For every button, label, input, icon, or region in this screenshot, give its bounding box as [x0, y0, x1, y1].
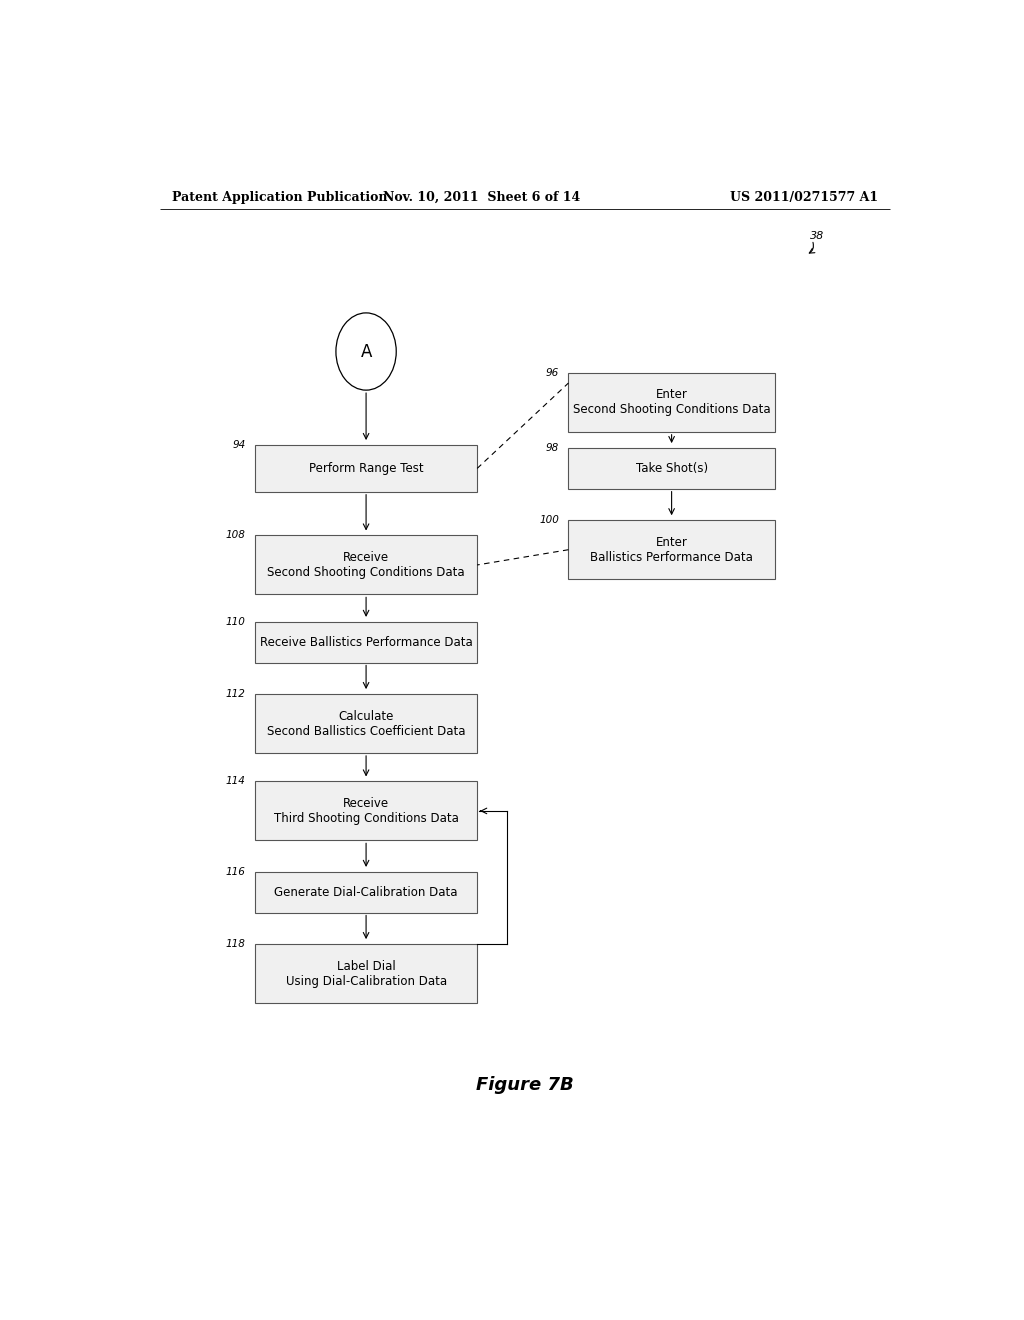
Bar: [255, 622, 477, 663]
Text: 118: 118: [225, 939, 246, 949]
Bar: [255, 445, 477, 492]
Text: Nov. 10, 2011  Sheet 6 of 14: Nov. 10, 2011 Sheet 6 of 14: [383, 190, 580, 203]
Text: 108: 108: [225, 531, 246, 540]
Text: US 2011/0271577 A1: US 2011/0271577 A1: [730, 190, 878, 203]
Bar: [255, 536, 477, 594]
Text: 114: 114: [225, 776, 246, 787]
Text: 96: 96: [546, 368, 559, 378]
Text: Patent Application Publication: Patent Application Publication: [172, 190, 387, 203]
Text: 98: 98: [546, 444, 559, 453]
Text: Receive
Third Shooting Conditions Data: Receive Third Shooting Conditions Data: [273, 797, 459, 825]
Bar: [568, 447, 775, 488]
Text: 38: 38: [810, 231, 824, 240]
Bar: [568, 372, 775, 432]
Text: Take Shot(s): Take Shot(s): [636, 462, 708, 475]
Text: Enter
Second Shooting Conditions Data: Enter Second Shooting Conditions Data: [572, 388, 770, 416]
Text: Perform Range Test: Perform Range Test: [309, 462, 423, 475]
Bar: [568, 520, 775, 579]
Text: Label Dial
Using Dial-Calibration Data: Label Dial Using Dial-Calibration Data: [286, 960, 446, 987]
Bar: [255, 694, 477, 752]
Text: Receive
Second Shooting Conditions Data: Receive Second Shooting Conditions Data: [267, 550, 465, 579]
Bar: [255, 873, 477, 912]
Text: 112: 112: [225, 689, 246, 700]
Text: A: A: [360, 342, 372, 360]
Text: 110: 110: [225, 616, 246, 627]
Text: 94: 94: [232, 440, 246, 450]
Text: Figure 7B: Figure 7B: [476, 1076, 573, 1094]
Text: 100: 100: [539, 515, 559, 525]
Text: Calculate
Second Ballistics Coefficient Data: Calculate Second Ballistics Coefficient …: [267, 710, 465, 738]
Bar: [255, 944, 477, 1003]
Text: Generate Dial-Calibration Data: Generate Dial-Calibration Data: [274, 886, 458, 899]
Text: Enter
Ballistics Performance Data: Enter Ballistics Performance Data: [590, 536, 753, 564]
Text: 116: 116: [225, 867, 246, 876]
Bar: [255, 781, 477, 841]
Text: Receive Ballistics Performance Data: Receive Ballistics Performance Data: [260, 636, 472, 648]
